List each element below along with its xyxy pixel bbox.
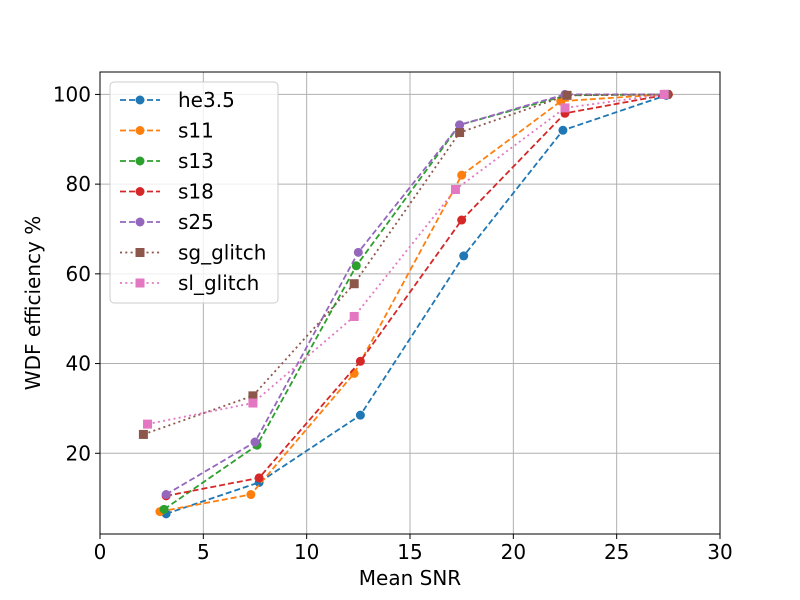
- data-point-sg_glitch: [138, 429, 148, 439]
- series-line-sg_glitch: [143, 93, 667, 436]
- y-axis-ticks: 20 40 60 80 100: [53, 82, 100, 465]
- legend-item: he3.5: [120, 88, 235, 112]
- series-line-he3.5: [165, 94, 667, 515]
- legend-label: s13: [178, 149, 214, 173]
- data-point-s13: [159, 504, 169, 514]
- legend-label: sl_glitch: [178, 271, 259, 295]
- data-point-sl_glitch: [248, 398, 258, 408]
- x-tick-label: 5: [197, 540, 210, 564]
- data-point-s18: [355, 356, 365, 366]
- legend-label: sg_glitch: [178, 241, 266, 265]
- data-point-sl_glitch: [560, 103, 570, 113]
- legend-item: s25: [120, 210, 214, 234]
- series-line-s18: [165, 93, 669, 497]
- data-point-sl_glitch: [349, 311, 359, 321]
- data-point-sl_glitch: [659, 89, 669, 99]
- data-point-s11: [349, 368, 359, 378]
- x-axis-label: Mean SNR: [359, 566, 462, 590]
- data-point-sg_glitch: [562, 90, 572, 100]
- data-point-s11: [457, 170, 467, 180]
- data-point-he3.5: [459, 251, 469, 261]
- legend-item: s13: [120, 149, 214, 173]
- series-line-s25: [165, 93, 667, 496]
- y-tick-label: 20: [66, 441, 91, 465]
- data-point-sg_glitch: [349, 279, 359, 289]
- y-axis-label: WDF efficiency %: [21, 216, 45, 390]
- data-point-s11: [246, 490, 256, 500]
- data-point-s18: [254, 473, 264, 483]
- legend-marker-s13: [135, 156, 145, 166]
- data-point-s25: [455, 120, 465, 130]
- series-line-s11: [159, 93, 665, 513]
- legend-item: sl_glitch: [120, 271, 259, 295]
- legend-label: he3.5: [178, 88, 235, 112]
- data-point-he3.5: [558, 125, 568, 135]
- series-layer: [138, 89, 673, 519]
- x-tick-label: 15: [397, 540, 422, 564]
- y-tick-label: 40: [66, 352, 91, 376]
- y-tick-label: 100: [53, 82, 91, 106]
- x-tick-label: 30: [707, 540, 732, 564]
- data-point-he3.5: [355, 410, 365, 420]
- legend: he3.5 s11 s13 s18 s25 sg_glitch sl_glitch: [109, 81, 279, 304]
- data-point-s25: [353, 247, 363, 257]
- legend-marker-he3.5: [135, 95, 145, 105]
- x-axis-ticks: 0 5 10 15 20 25 30: [94, 534, 733, 564]
- legend-label: s25: [178, 210, 214, 234]
- x-tick-label: 10: [294, 540, 319, 564]
- data-point-s25: [250, 437, 260, 447]
- series-sl_glitch: [143, 89, 669, 429]
- x-tick-label: 25: [604, 540, 629, 564]
- legend-marker-s11: [135, 126, 145, 135]
- x-tick-label: 20: [501, 540, 526, 564]
- legend-box: [109, 81, 279, 304]
- series-line-s13: [163, 93, 669, 511]
- legend-label: s18: [178, 180, 214, 204]
- data-point-sl_glitch: [143, 419, 153, 429]
- legend-marker-s18: [135, 187, 145, 196]
- data-point-sg_glitch: [455, 128, 465, 138]
- y-tick-label: 80: [66, 172, 91, 196]
- legend-marker-sl_glitch: [135, 278, 145, 288]
- legend-item: s18: [120, 180, 214, 204]
- legend-label: s11: [178, 119, 214, 143]
- legend-item: s11: [120, 119, 214, 143]
- legend-marker-sg_glitch: [135, 248, 145, 257]
- data-point-sg_glitch: [248, 391, 258, 401]
- legend-marker-s25: [135, 217, 145, 227]
- legend-item: sg_glitch: [120, 241, 266, 265]
- data-point-s25: [161, 490, 171, 500]
- data-point-s13: [351, 261, 361, 271]
- y-tick-label: 60: [66, 262, 91, 286]
- data-point-s18: [457, 215, 467, 225]
- data-point-sl_glitch: [450, 185, 460, 195]
- x-tick-label: 0: [94, 540, 107, 564]
